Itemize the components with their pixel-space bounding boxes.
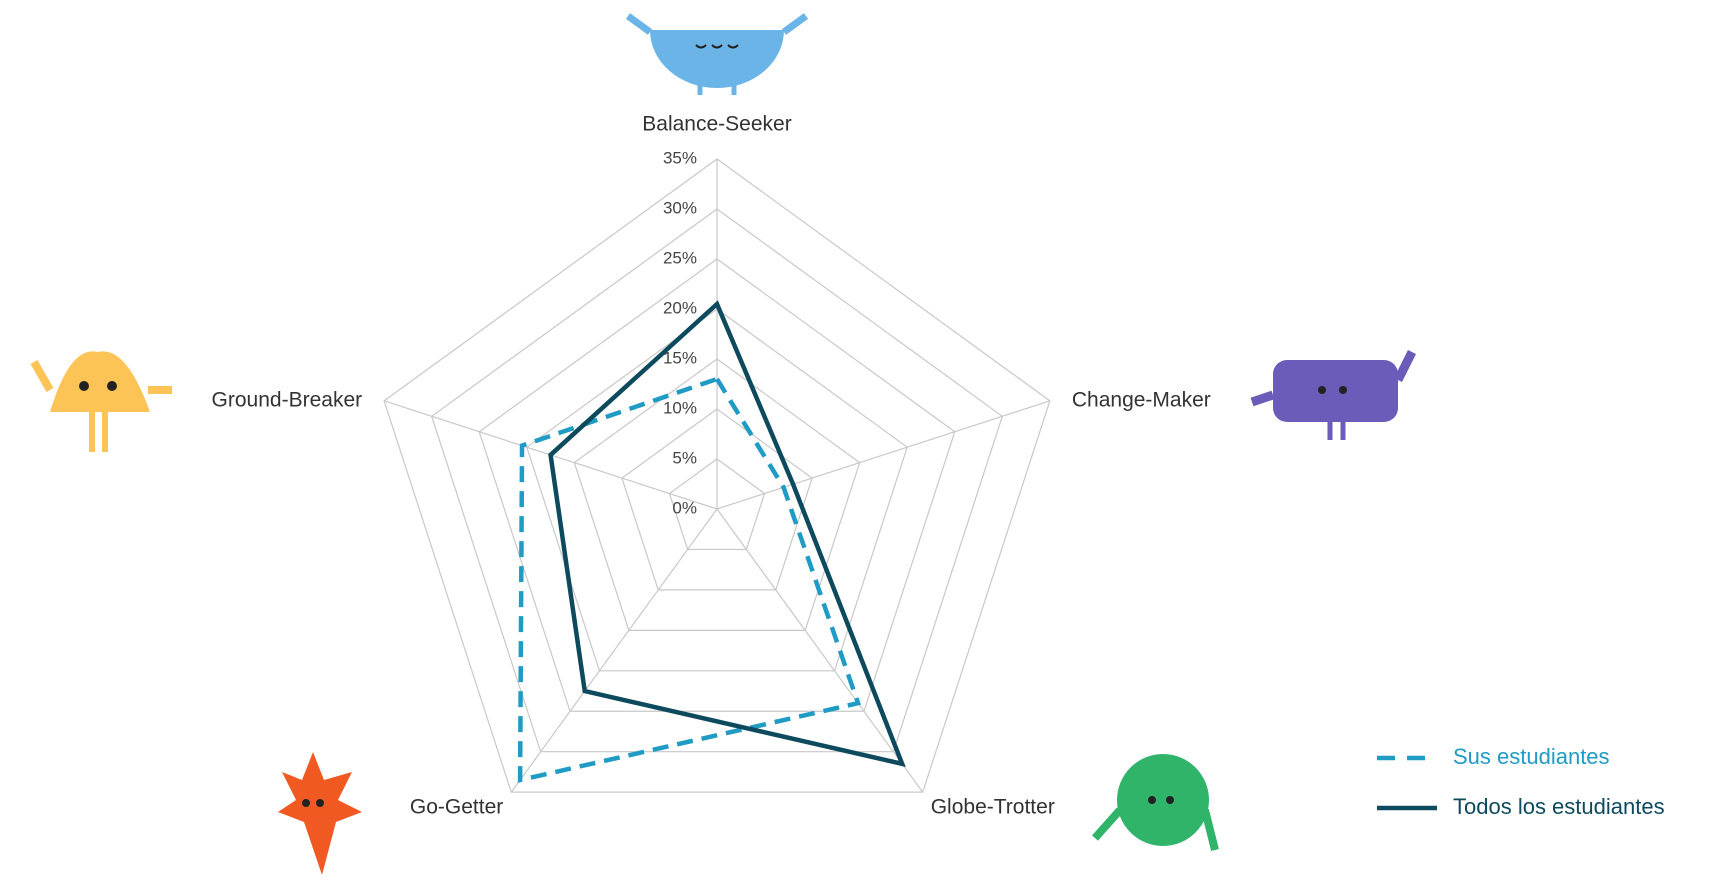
r-tick-label: 30% xyxy=(663,198,697,217)
spoke xyxy=(510,508,718,793)
category-label: Change-Maker xyxy=(1072,388,1211,411)
grid-ring xyxy=(668,458,766,551)
category-label: Go-Getter xyxy=(410,796,503,819)
category-label: Globe-Trotter xyxy=(931,796,1055,819)
grid-ring xyxy=(526,308,908,672)
series-line xyxy=(517,376,862,783)
r-tick-label: 25% xyxy=(663,248,697,267)
legend-label: Sus estudiantes xyxy=(1453,744,1610,769)
r-tick-label: 5% xyxy=(672,448,697,467)
r-tick-label: 0% xyxy=(672,498,697,517)
r-tick-label: 35% xyxy=(663,148,697,167)
r-tick-label: 10% xyxy=(663,398,697,417)
series-line xyxy=(548,300,906,767)
category-label: Ground-Breaker xyxy=(212,388,363,411)
legend-label: Todos los estudiantes xyxy=(1453,794,1665,819)
spoke xyxy=(716,400,1051,510)
grid-ring xyxy=(478,258,956,712)
mascot-ground xyxy=(30,351,172,452)
grid-ring xyxy=(383,158,1051,793)
spoke xyxy=(716,508,924,793)
mascot-go xyxy=(278,752,362,875)
r-tick-label: 15% xyxy=(663,348,697,367)
r-tick-label: 20% xyxy=(663,298,697,317)
category-label: Balance-Seeker xyxy=(642,113,791,136)
grid-ring xyxy=(621,408,813,591)
mascot-globe xyxy=(1092,754,1219,851)
grid-ring xyxy=(430,208,1004,753)
mascot-change xyxy=(1250,349,1417,440)
mascot-balance xyxy=(625,13,809,95)
grid-ring xyxy=(573,358,861,631)
